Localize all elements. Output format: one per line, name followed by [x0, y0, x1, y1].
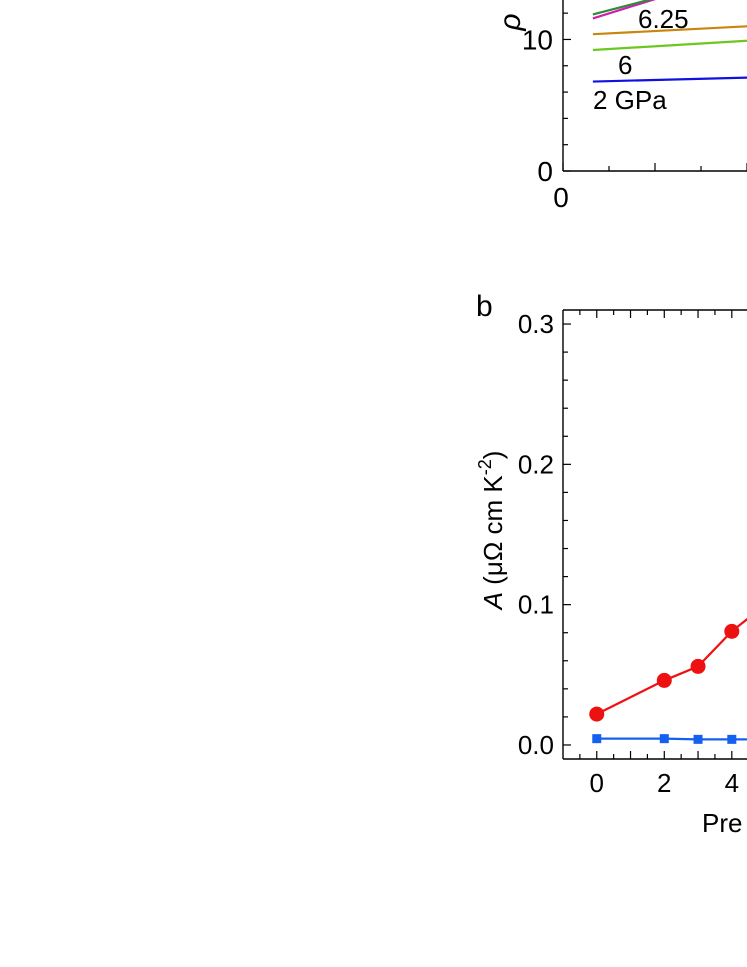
panel-b-ticks: 0.0 0.1 0.2 0.3 0 2 4: [518, 309, 739, 798]
panel-b-series: [589, 617, 747, 744]
panel-a-series-line: [592, 0, 653, 16]
panel-a-y-tick-label: 10: [522, 24, 553, 55]
panel-b-data-point: [659, 734, 669, 744]
panel-b-data-point: [589, 706, 605, 722]
panel-a-series: [592, 0, 747, 83]
panel-b-y-tick-label: 0.0: [518, 730, 554, 760]
panel-a-label-2gpa: 2 GPa: [593, 85, 667, 115]
panel-b-data-point: [656, 672, 672, 688]
panel-b: b 0.0 0.1 0.2 0.3 0 2 4 A (μΩ cm K-2) Pre: [475, 290, 747, 838]
panel-b-series-line: [596, 737, 747, 741]
panel-a-x-tick-label: 0: [553, 182, 569, 213]
panel-a-label-6: 6: [618, 50, 632, 80]
panel-a: 0 10 0 ρ 6.25 6 2 GPa: [494, 0, 747, 213]
panel-b-y-tick-label: 0.3: [518, 309, 554, 339]
panel-b-x-tick-label: 2: [657, 768, 671, 798]
panel-a-label-6-25: 6.25: [638, 4, 689, 34]
panel-b-letter: b: [476, 290, 493, 323]
panel-b-data-point: [727, 734, 737, 744]
panel-a-series-line: [592, 39, 747, 52]
panel-b-data-point: [693, 734, 703, 744]
panel-b-x-tick-label: 4: [725, 768, 739, 798]
panel-a-series-line: [592, 0, 656, 20]
panel-a-y-tick-label: 0: [537, 156, 553, 187]
panel-b-data-point: [724, 623, 740, 639]
panel-b-xlabel: Pre: [702, 808, 742, 838]
panel-a-series-line: [592, 25, 747, 36]
panel-b-axes: [562, 309, 747, 760]
panel-b-series-line: [596, 617, 747, 716]
panel-a-ylabel: ρ: [494, 13, 527, 31]
panel-a-series-line: [592, 76, 747, 83]
panel-b-data-point: [592, 734, 602, 744]
panel-b-x-tick-label: 0: [590, 768, 604, 798]
panel-b-data-point: [690, 658, 706, 674]
panel-b-y-tick-label: 0.2: [518, 449, 554, 479]
panel-a-ticks: 0 10 0: [522, 12, 747, 213]
panel-b-y-tick-label: 0.1: [518, 590, 554, 620]
panel-b-ylabel: A (μΩ cm K-2): [475, 451, 508, 612]
